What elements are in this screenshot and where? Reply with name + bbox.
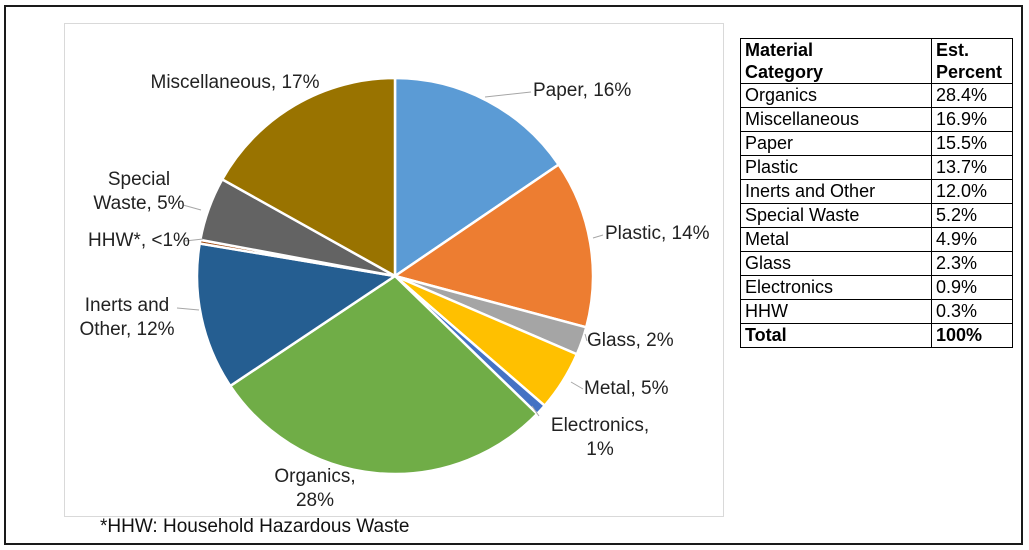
total-label: Total xyxy=(740,323,932,348)
table-row: Inerts and Other 12.0% xyxy=(740,179,1013,204)
table-header-row: Material Category Est. Percent xyxy=(740,38,1013,84)
category-cell: HHW xyxy=(740,299,932,324)
percent-cell: 5.2% xyxy=(931,203,1013,228)
data-label-organics: Organics, 28% xyxy=(274,466,355,511)
leader-line xyxy=(184,238,204,242)
category-cell: Electronics xyxy=(740,275,932,300)
category-cell: Plastic xyxy=(740,155,932,180)
table-row: Electronics 0.9% xyxy=(740,275,1013,300)
category-cell: Miscellaneous xyxy=(740,107,932,132)
data-label-hhw: HHW*, <1% xyxy=(88,230,190,251)
total-value: 100% xyxy=(931,323,1013,348)
pie-slice-miscellaneous xyxy=(220,76,397,279)
table-row: Plastic 13.7% xyxy=(740,155,1013,180)
table-row: Paper 15.5% xyxy=(740,131,1013,156)
table-total-row: Total 100% xyxy=(740,323,1013,348)
header-material-category: Material Category xyxy=(740,38,932,84)
category-cell: Metal xyxy=(740,227,932,252)
percent-cell: 2.3% xyxy=(931,251,1013,276)
header-line: Material xyxy=(745,40,814,60)
header-line: Category xyxy=(745,62,824,82)
pie-chart: Paper, 16% Plastic, 14% Glass, 2% Metal, 5%… xyxy=(79,72,710,511)
leader-line xyxy=(176,307,200,311)
category-cell: Glass xyxy=(740,251,932,276)
header-est-percent: Est. Percent xyxy=(931,38,1013,84)
category-cell: Paper xyxy=(740,131,932,156)
percent-cell: 15.5% xyxy=(931,131,1013,156)
leader-line xyxy=(584,333,588,342)
material-table: Material Category Est. Percent Organics 2… xyxy=(740,38,1013,348)
percent-cell: 12.0% xyxy=(931,179,1013,204)
data-label-plastic: Plastic, 14% xyxy=(605,223,710,244)
pie-slice-organics xyxy=(228,274,539,476)
table-row: HHW 0.3% xyxy=(740,299,1013,324)
table-row: Glass 2.3% xyxy=(740,251,1013,276)
data-label-special-waste: Special Waste, 5% xyxy=(93,169,184,214)
table-row: Miscellaneous 16.9% xyxy=(740,107,1013,132)
data-label-metal: Metal, 5% xyxy=(584,378,669,399)
header-line: Est. xyxy=(936,40,970,60)
leader-line xyxy=(592,234,604,239)
footnote: *HHW: Household Hazardous Waste xyxy=(100,516,410,537)
leader-line xyxy=(484,91,532,98)
pie-slice-plastic xyxy=(392,162,595,329)
data-label-paper: Paper, 16% xyxy=(533,80,631,101)
table-row: Metal 4.9% xyxy=(740,227,1013,252)
category-cell: Special Waste xyxy=(740,203,932,228)
header-line: Percent xyxy=(936,62,1003,82)
percent-cell: 0.3% xyxy=(931,299,1013,324)
category-cell: Organics xyxy=(740,83,932,108)
chart-area: Paper, 16% Plastic, 14% Glass, 2% Metal, 5%… xyxy=(64,23,724,517)
pie-slice-paper xyxy=(393,76,561,279)
percent-cell: 13.7% xyxy=(931,155,1013,180)
data-label-electronics: Electronics, 1% xyxy=(551,415,649,460)
percent-cell: 16.9% xyxy=(931,107,1013,132)
data-label-glass: Glass, 2% xyxy=(587,330,674,351)
table-row: Organics 28.4% xyxy=(740,83,1013,108)
leader-line xyxy=(182,204,202,211)
data-label-miscellaneous: Miscellaneous, 17% xyxy=(151,72,320,93)
percent-cell: 28.4% xyxy=(931,83,1013,108)
percent-cell: 4.9% xyxy=(931,227,1013,252)
pie-slice-inerts-and-other xyxy=(195,242,399,388)
leader-line xyxy=(570,381,584,390)
category-cell: Inerts and Other xyxy=(740,179,932,204)
leader-line xyxy=(531,405,540,417)
table-row: Special Waste 5.2% xyxy=(740,203,1013,228)
percent-cell: 0.9% xyxy=(931,275,1013,300)
data-label-inerts-and-other: Inerts and Other, 12% xyxy=(79,295,174,340)
